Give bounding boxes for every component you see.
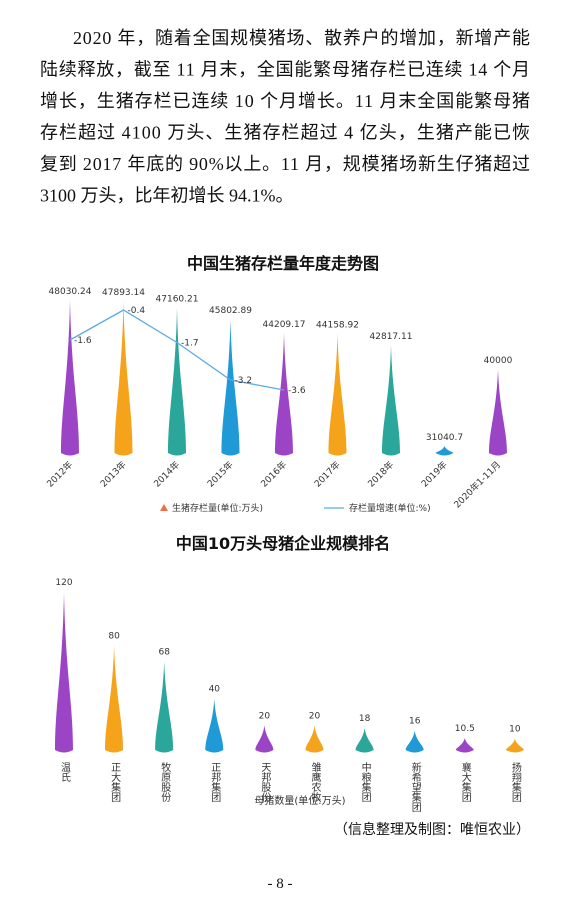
bar [168, 307, 186, 456]
x-tick-label: 2014年 [151, 459, 182, 490]
value-label: 40000 [484, 356, 513, 366]
x-axis-label: 母猪数量(单位:万头) [254, 794, 345, 807]
x-tick-label: 雏鹰农牧 [309, 761, 321, 803]
value-label: 47893.14 [102, 288, 145, 298]
value-label: 120 [55, 578, 72, 588]
bar [405, 730, 424, 753]
bar [489, 369, 507, 456]
x-tick-label: 温氏 [59, 762, 71, 782]
bar [55, 592, 73, 753]
value-label: 68 [158, 647, 170, 657]
legend-label: 生猪存栏量(单位:万头) [172, 502, 263, 514]
legend-label: 存栏量增速(单位:%) [349, 502, 431, 514]
x-tick-label: 新希望集团 [409, 761, 421, 813]
source-note: （信息整理及制图：唯恒农业） [334, 821, 530, 838]
x-tick-label: 2016年 [258, 459, 289, 490]
x-tick-label: 扬翔集团 [509, 761, 521, 803]
value-label: 80 [108, 631, 120, 641]
x-tick-label: 2012年 [44, 459, 75, 490]
value-label: 20 [309, 711, 321, 721]
bar [221, 319, 240, 456]
paragraph-line: 2020 年，随着全国规模猪场、散养户的增加，新增产能 [73, 28, 530, 48]
x-tick-label: 2020年1-11月 [451, 459, 503, 511]
bar [382, 344, 400, 456]
x-tick-label: 中粮集团 [359, 761, 371, 803]
value-label: 16 [409, 717, 421, 727]
value-label: 44158.92 [316, 320, 359, 330]
value-label: 40 [209, 685, 221, 695]
x-tick-label: 正大集团 [109, 762, 121, 803]
bar [328, 333, 347, 456]
x-tick-label: 2017年 [312, 459, 343, 490]
value-label: 20 [259, 711, 271, 721]
bar [435, 446, 454, 456]
line-series [69, 309, 285, 391]
value-label: 42817.11 [370, 332, 413, 342]
paragraph-line: 3100 万头，比年初增长 94.1%。 [40, 186, 294, 206]
x-tick-label: 2013年 [98, 459, 129, 490]
bar [155, 661, 174, 753]
bar [305, 725, 324, 753]
line-label: -1.7 [181, 339, 199, 349]
x-tick-label: 2015年 [205, 459, 236, 490]
value-label: 47160.21 [156, 295, 199, 305]
chart-title: 中国10万头母猪企业规模排名 [176, 534, 390, 553]
bar [275, 332, 293, 456]
chart-title: 中国生猪存栏量年度走势图 [187, 254, 379, 273]
x-tick-label: 襄大集团 [459, 761, 471, 803]
bar [255, 725, 274, 753]
bar [505, 738, 524, 753]
value-label: 10.5 [455, 724, 475, 734]
x-tick-label: 牧原股份 [159, 761, 171, 803]
line-label: -0.4 [128, 306, 146, 316]
value-label: 18 [359, 714, 371, 724]
line-label: -3.6 [288, 386, 306, 396]
value-label: 10 [509, 725, 521, 735]
value-label: 45802.89 [209, 306, 252, 316]
value-label: 48030.24 [49, 287, 92, 297]
x-tick-label: 正邦集团 [209, 762, 221, 803]
value-label: 44209.17 [263, 320, 306, 330]
legend-swatch [160, 504, 168, 511]
x-tick-label: 2018年 [365, 459, 396, 490]
paragraph-line: 陆续释放，截至 11 月末，全国能繁母猪存栏已连续 14 个月 [40, 60, 530, 80]
bar [205, 698, 224, 753]
line-label: -3.2 [235, 376, 253, 386]
bar [355, 728, 374, 753]
paragraph-line: 增长，生猪存栏已连续 10 个月增长。11 月末全国能繁母猪 [40, 91, 530, 111]
x-tick-label: 2019年 [419, 459, 450, 490]
bar [114, 301, 133, 456]
bar [105, 645, 124, 753]
paragraph-line: 复到 2017 年底的 90%以上。11 月，规模猪场新生仔猪超过 [40, 154, 530, 174]
paragraph-line: 存栏超过 4100 万头、生猪存栏超过 4 亿头，生猪产能已恢 [40, 123, 530, 143]
value-label: 31040.7 [426, 433, 463, 443]
page-number: - 8 - [268, 876, 293, 892]
line-label: -1.6 [74, 336, 92, 346]
bar [455, 738, 474, 753]
bar [61, 300, 79, 456]
x-tick-label: 天邦股份 [259, 762, 271, 803]
